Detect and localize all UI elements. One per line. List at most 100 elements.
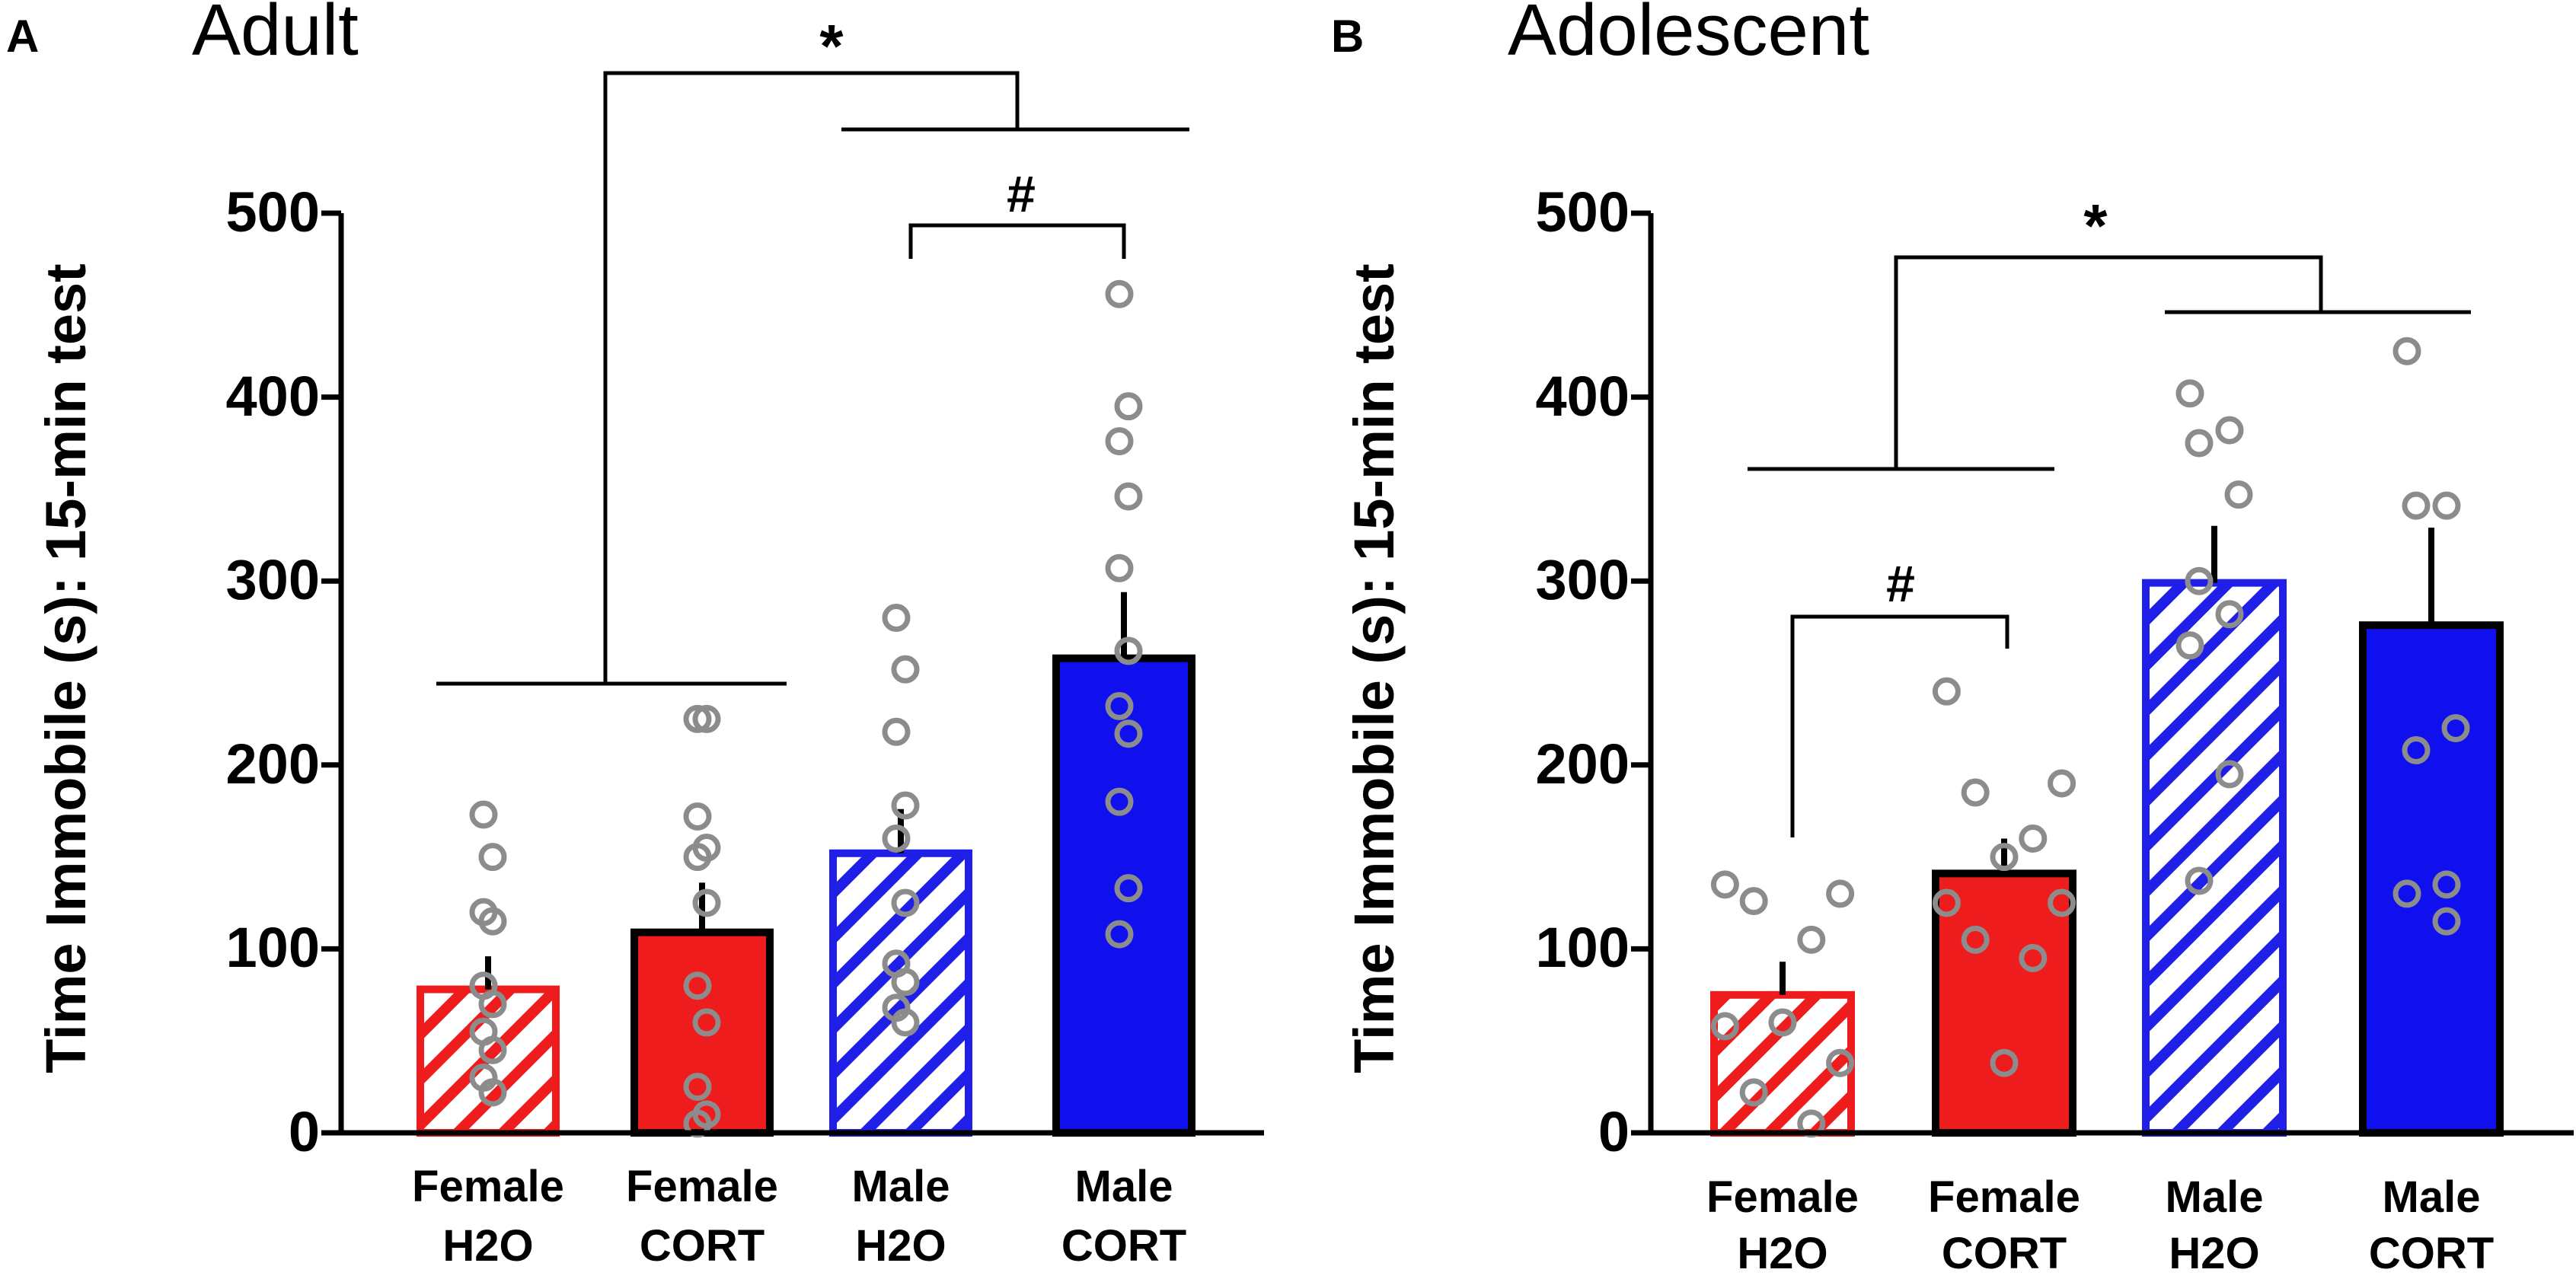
panel-b-category-label: Male [2166, 1172, 2264, 1222]
panel-b-ytick-label: 0 [1598, 1100, 1630, 1163]
panel-b-sig-hash: # [1886, 555, 1915, 613]
panel-a-data-point [1114, 392, 1143, 421]
panel-a-plot [321, 210, 1264, 1138]
panel-b-ytick-label: 500 [1536, 180, 1630, 244]
panel-b-data-point [2185, 429, 2214, 458]
panel-a-bar [1052, 654, 1195, 1137]
panel-a-data-point [1105, 279, 1134, 308]
panel-a-data-point [1105, 427, 1134, 456]
panel-b-category-label: CORT [1942, 1229, 2067, 1278]
panel-a-data-point [683, 802, 712, 831]
panel-a-significance: * # [436, 12, 1189, 686]
panel-b-letter: B [1331, 11, 1364, 62]
panel-b-categories: Female H2O Female CORT Male H2O Male COR… [1706, 1172, 2494, 1278]
panel-b-category-label: H2O [2169, 1229, 2259, 1278]
panel-a-data-point [1114, 636, 1143, 665]
panel-a-ytick-label: 100 [226, 916, 320, 979]
panel-a-data-point [692, 888, 721, 917]
panel-b-data-point [1710, 1012, 1739, 1041]
panel-a-data-point [692, 704, 721, 733]
panel-b-category-label: Female [1706, 1172, 1859, 1222]
panel-b-data-point [1739, 887, 1768, 916]
panel-b-data-point [2392, 336, 2421, 365]
panel-a: A Adult Time Immobile (s): 15-min test 0… [6, 0, 1264, 1271]
panel-a-data-point [683, 971, 712, 1000]
panel-b-bar [2359, 621, 2504, 1137]
panel-a-data-point [1105, 553, 1134, 582]
panel-b-data-point [1710, 870, 1739, 899]
panel-b-y-axis-label: Time Immobile (s): 15-min test [1342, 263, 1406, 1073]
panel-b-sig-bracket-main [1748, 255, 2471, 471]
panel-a-data-point [891, 968, 920, 997]
panel-a-data-point [891, 888, 920, 917]
panel-a-data-point [478, 843, 507, 872]
panel-a-ytick-label: 400 [226, 365, 320, 428]
panel-b-data-point [2185, 566, 2214, 595]
panel-b-data-point [2175, 379, 2204, 408]
panel-a-sig-hash: # [1007, 165, 1036, 223]
panel-b-data-point [2215, 600, 2244, 629]
panel-b-bar [2142, 579, 2287, 1137]
panel-a-title: Adult [192, 0, 359, 71]
panel-b-category-label: Female [1928, 1172, 2080, 1222]
panel-a-category-label: Male [1075, 1162, 1173, 1211]
panel-a-data-point [683, 1073, 712, 1102]
panel-a-data-point [683, 704, 712, 733]
panel-a-data-point [882, 604, 911, 633]
panel-a-data-point [469, 800, 498, 829]
panel-b-data-point [2019, 824, 2048, 853]
panel-b-ytick-label: 400 [1536, 365, 1630, 428]
panel-a-data-point [1114, 482, 1143, 511]
panel-b-data-point [2048, 769, 2076, 798]
panel-b-data-point [2175, 631, 2204, 660]
panel-a-sig-bracket-main [436, 71, 1189, 686]
panel-b-data-point [2402, 735, 2431, 764]
panel-a-data-point [683, 843, 712, 872]
panel-a-data-point [891, 655, 920, 684]
panel-b-data-point [1990, 1048, 2019, 1077]
panel-a-category-label: CORT [640, 1221, 765, 1271]
panel-b-sig-bracket-hash [1790, 614, 2009, 837]
panel-a-category-label: Female [626, 1162, 778, 1211]
panel-a-y-axis-label: Time Immobile (s): 15-min test [34, 263, 97, 1073]
panel-b-data-point [1932, 888, 1961, 917]
panel-b-sig-star: * [2083, 192, 2108, 260]
panel-a-data-point [478, 1035, 507, 1064]
panel-a-category-label: H2O [442, 1221, 533, 1271]
panel-b-data-point [1826, 879, 1855, 908]
panel-b-data-point [2215, 416, 2244, 445]
panel-a-data-point [882, 824, 911, 853]
panel-b-y-ticks: 0 100 200 300 400 500 [1536, 180, 1630, 1163]
panel-a-data-point [1105, 787, 1134, 816]
panel-b-data-point [2441, 713, 2470, 742]
panel-b-bar [1932, 869, 2076, 1137]
panel-a-sig-bracket-hash [908, 223, 1126, 259]
panel-a-ytick-label: 200 [226, 732, 320, 796]
panel-a-letter: A [6, 11, 39, 62]
panel-b-data-point [1797, 925, 1826, 954]
panel-b-data-point [1739, 1078, 1768, 1107]
panel-a-data-point [1114, 874, 1143, 903]
panel-b-category-label: H2O [1737, 1229, 1827, 1278]
panel-b-category-label: Male [2383, 1172, 2481, 1222]
panel-b-data-point [2019, 943, 2048, 972]
panel-a-category-label: CORT [1061, 1221, 1186, 1271]
panel-b-title: Adolescent [1508, 0, 1869, 71]
panel-a-data-point [891, 791, 920, 820]
panel-a-data-point [478, 907, 507, 936]
panel-b-data-point [2432, 491, 2461, 520]
panel-a-data-point [478, 990, 507, 1019]
panel-a-data-point [478, 1078, 507, 1107]
panel-b-data-point [2185, 866, 2214, 895]
panel-b-data-point [1990, 843, 2019, 872]
panel-b-data-point [1961, 778, 1990, 807]
panel-a-data-point [891, 1008, 920, 1037]
panel-a-data-point [1105, 920, 1134, 949]
panel-b-data-point [1826, 1048, 1855, 1077]
panel-b-data-point [2402, 491, 2431, 520]
panel-a-data-point [1114, 719, 1143, 748]
panel-a-category-label: Female [412, 1162, 564, 1211]
panel-a-ytick-label: 0 [289, 1100, 320, 1163]
panel-b-ytick-label: 100 [1536, 916, 1630, 979]
